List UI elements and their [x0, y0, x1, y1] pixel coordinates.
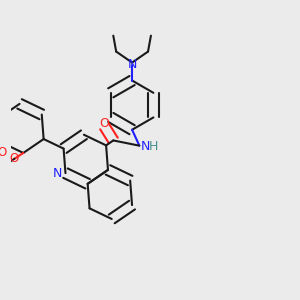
Text: H: H — [148, 140, 158, 153]
Text: N: N — [53, 167, 63, 180]
Text: N: N — [141, 140, 150, 153]
Text: O: O — [10, 152, 19, 165]
Text: O: O — [0, 146, 7, 159]
Text: O: O — [100, 117, 110, 130]
Text: N: N — [128, 58, 137, 71]
